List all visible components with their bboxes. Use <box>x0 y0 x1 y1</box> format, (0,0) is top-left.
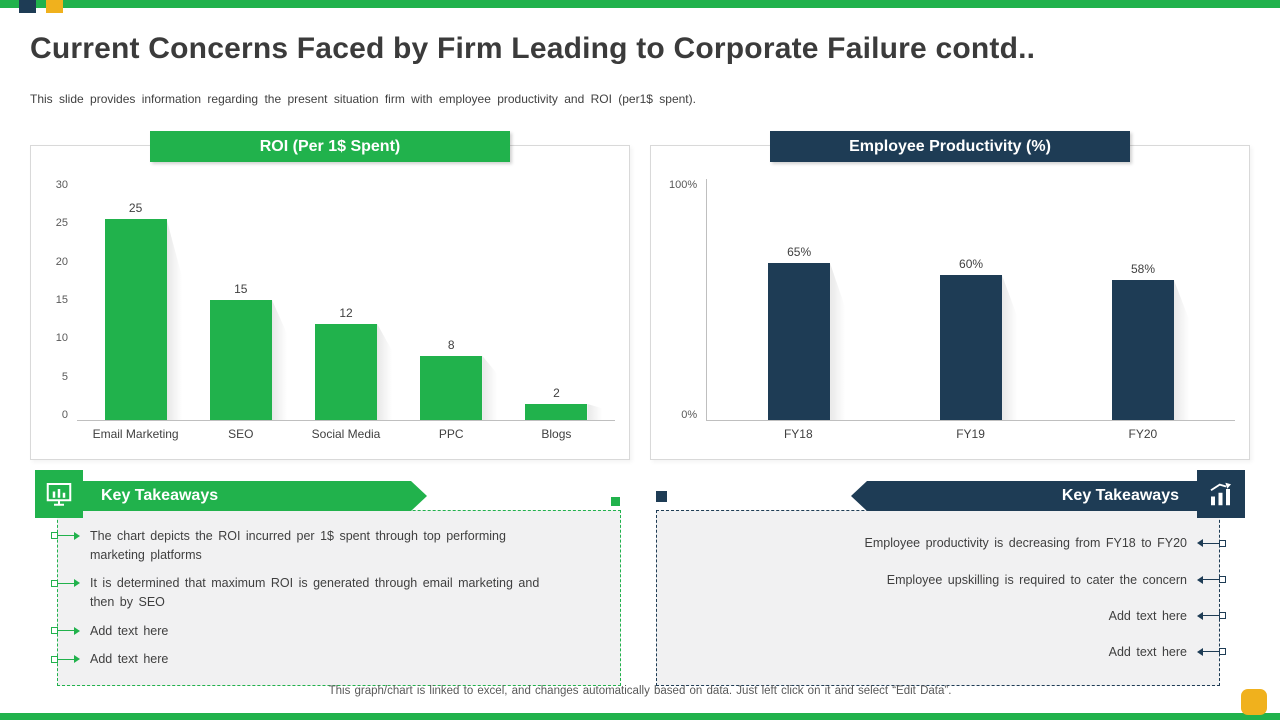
bar-value-label: 15 <box>234 281 248 296</box>
slide-title: Current Concerns Faced by Firm Leading t… <box>30 32 1036 65</box>
bar-column: 58% <box>1057 179 1229 420</box>
x-axis-category-label: FY19 <box>956 427 985 441</box>
bullet-arrow-left-icon <box>1197 647 1226 656</box>
bullet-arrow-right-icon <box>51 626 80 635</box>
takeaway-text: The chart depicts the ROI incurred per 1… <box>90 528 506 562</box>
y-axis-tick-label: 25 <box>55 217 68 230</box>
bar <box>1112 280 1175 420</box>
bar <box>525 403 588 420</box>
y-axis-tick-label: 30 <box>55 179 68 191</box>
y-axis-tick-label: 0% <box>681 409 698 421</box>
roi-chart-panel[interactable]: ROI (Per 1$ Spent) 30 25 20 15 10 5 0 25 15 12 8 2… <box>30 131 630 460</box>
takeaway-item: Add text here <box>657 607 1226 626</box>
takeaway-text: It is determined that maximum ROI is gen… <box>90 576 540 610</box>
productivity-chart-title: Employee Productivity (%) <box>770 131 1130 162</box>
bullet-arrow-right-icon <box>51 531 80 540</box>
takeaway-placeholder-text[interactable]: Add text here <box>90 623 169 638</box>
bar-value-label: 25 <box>128 201 143 216</box>
roi-plot-area: 25 15 12 8 2 <box>77 179 615 421</box>
navy-accent-square <box>656 491 667 502</box>
bar <box>104 219 167 420</box>
takeaway-text: Employee upskilling is required to cater… <box>886 572 1187 587</box>
productivity-chart-panel[interactable]: Employee Productivity (%) 100% 0% 65% 60% 5… <box>650 131 1250 460</box>
x-axis-category-label: SEO <box>228 427 254 441</box>
excel-link-note: This graph/chart is linked to excel, and… <box>328 684 952 697</box>
takeaway-text: Employee productivity is decreasing from… <box>864 536 1187 551</box>
roi-chart-title: ROI (Per 1$ Spent) <box>150 131 510 162</box>
bar-column: 15 <box>188 179 293 420</box>
roi-y-axis: 30 25 20 15 10 5 0 <box>49 179 77 447</box>
takeaway-placeholder-text[interactable]: Add text here <box>90 652 169 667</box>
bar-column: 8 <box>399 179 504 420</box>
bullet-arrow-right-icon <box>51 579 80 588</box>
bullet-arrow-left-icon <box>1197 539 1226 548</box>
takeaway-item: Add text here <box>51 622 620 641</box>
right-takeaways-box: Employee productivity is decreasing from… <box>656 510 1226 686</box>
x-axis-category-label: PPC <box>438 427 464 441</box>
right-takeaways-heading: Key Takeaways <box>851 481 1197 511</box>
bar <box>315 323 377 420</box>
bar-value-label: 12 <box>339 305 353 320</box>
y-axis-tick-label: 20 <box>55 255 68 268</box>
bullet-arrow-left-icon <box>1197 575 1226 584</box>
x-axis-category-label: Blogs <box>541 427 572 441</box>
bar <box>768 263 831 420</box>
takeaway-item: Employee productivity is decreasing from… <box>657 534 1226 553</box>
growth-chart-icon <box>1197 470 1245 518</box>
bar-column: 65% <box>713 179 885 420</box>
bar <box>209 299 272 420</box>
bar <box>940 275 1003 420</box>
takeaway-placeholder-text[interactable]: Add text here <box>1108 644 1187 659</box>
takeaway-item: Add text here <box>657 643 1226 662</box>
y-axis-tick-label: 5 <box>61 370 68 383</box>
roi-plot: 25 15 12 8 2 Email Marketing SEO Social Media P… <box>77 179 615 447</box>
top-accent-bar <box>0 0 1280 8</box>
bar-column: 60% <box>885 179 1057 420</box>
corner-yellow-square <box>1241 689 1267 715</box>
y-axis-tick-label: 0 <box>61 408 68 421</box>
takeaway-item: Add text here <box>51 650 620 669</box>
x-axis-category-label: FY18 <box>783 427 813 441</box>
y-axis-tick-label: 15 <box>55 293 68 306</box>
x-axis-category-label: Email Marketing <box>92 427 179 441</box>
takeaway-item: Employee upskilling is required to cater… <box>657 571 1226 590</box>
productivity-x-axis: FY18 FY19 FY20 <box>706 421 1235 447</box>
bullet-arrow-left-icon <box>1197 611 1226 620</box>
bullet-arrow-right-icon <box>51 655 80 664</box>
productivity-chart: 100% 0% 65% 60% 58% FY18 FY19 FY20 <box>669 179 1235 447</box>
roi-chart: 30 25 20 15 10 5 0 25 15 12 8 2 Email Marketing SEO… <box>49 179 615 447</box>
bottom-accent-bar <box>0 713 1280 720</box>
x-axis-category-label: FY20 <box>1128 427 1158 441</box>
bar <box>420 355 483 420</box>
bar-chart-monitor-icon <box>35 470 83 518</box>
bar-column: 25 <box>83 179 188 420</box>
bar-value-label: 58% <box>1131 262 1156 277</box>
y-axis-tick-label: 100% <box>669 179 698 191</box>
left-takeaways-box: The chart depicts the ROI incurred per 1… <box>51 510 621 686</box>
productivity-plot: 65% 60% 58% FY18 FY19 FY20 <box>706 179 1235 447</box>
left-takeaways-heading: Key Takeaways <box>83 481 427 511</box>
green-accent-square <box>611 497 620 506</box>
bar-value-label: 2 <box>553 385 560 400</box>
y-axis-tick-label: 10 <box>55 332 68 345</box>
bar-value-label: 60% <box>959 257 984 272</box>
top-accent-navy-square <box>19 0 36 13</box>
x-axis-category-label: Social Media <box>311 427 381 441</box>
roi-x-axis: Email Marketing SEO Social Media PPC Blogs <box>77 421 615 447</box>
top-accent-yellow-square <box>46 0 63 13</box>
bar-column: 2 <box>504 179 609 420</box>
slide-subtitle: This slide provides information regardin… <box>30 92 696 106</box>
bar-value-label: 65% <box>787 245 812 260</box>
productivity-y-axis: 100% 0% <box>669 179 706 447</box>
productivity-plot-area: 65% 60% 58% <box>706 179 1235 421</box>
takeaway-placeholder-text[interactable]: Add text here <box>1108 608 1187 623</box>
bar-column: 12 <box>293 179 398 420</box>
takeaway-item: It is determined that maximum ROI is gen… <box>51 574 620 612</box>
takeaway-item: The chart depicts the ROI incurred per 1… <box>51 527 620 565</box>
bar-value-label: 8 <box>447 337 455 352</box>
